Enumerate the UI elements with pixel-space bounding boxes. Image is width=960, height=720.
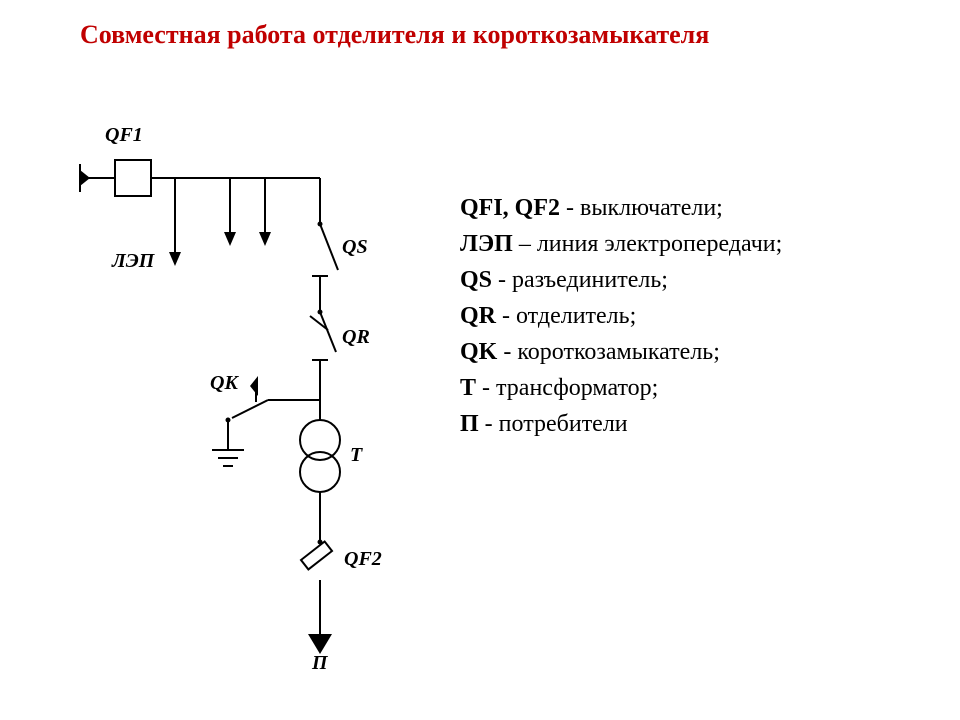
- legend-item: Т - трансформатор;: [460, 370, 782, 406]
- label-qf2: QF2: [344, 548, 382, 571]
- legend-item: QFI, QF2 - выключатели;: [460, 190, 782, 226]
- legend-term: QFI, QF2: [460, 195, 560, 221]
- legend-term: QK: [460, 339, 497, 365]
- legend-term: Т: [460, 375, 476, 401]
- legend-desc: линия электропередачи: [537, 231, 776, 257]
- legend-item: QR - отделитель;: [460, 298, 782, 334]
- legend-term: QS: [460, 267, 492, 293]
- label-qs: QS: [342, 236, 368, 259]
- title-text: Совместная работа отделителя и короткоза…: [80, 20, 709, 49]
- page-title: Совместная работа отделителя и короткоза…: [80, 20, 960, 50]
- label-qf1: QF1: [105, 124, 143, 147]
- diagram-svg: [60, 120, 430, 680]
- legend-item: ЛЭП – линия электропередачи;: [460, 226, 782, 262]
- legend-item: П - потребители: [460, 406, 782, 442]
- single-line-diagram: QF1 ЛЭП QS QR QK T QF2 П: [60, 120, 430, 680]
- label-p: П: [312, 652, 328, 675]
- legend-desc: отделитель: [516, 303, 630, 329]
- legend-desc: потребители: [499, 411, 628, 437]
- legend-desc: короткозамыкатель: [517, 339, 713, 365]
- label-lep: ЛЭП: [112, 250, 154, 273]
- label-qk: QK: [210, 372, 238, 395]
- legend-term: QR: [460, 303, 496, 329]
- legend-item: QK - короткозамыкатель;: [460, 334, 782, 370]
- legend-term: ЛЭП: [460, 231, 513, 257]
- legend-item: QS - разъединитель;: [460, 262, 782, 298]
- legend-term: П: [460, 411, 479, 437]
- legend: QFI, QF2 - выключатели; ЛЭП – линия элек…: [460, 190, 782, 442]
- legend-desc: выключатели: [580, 195, 716, 221]
- legend-desc: разъединитель: [512, 267, 661, 293]
- label-t: T: [350, 444, 362, 467]
- label-qr: QR: [342, 326, 370, 349]
- legend-desc: трансформатор: [496, 375, 652, 401]
